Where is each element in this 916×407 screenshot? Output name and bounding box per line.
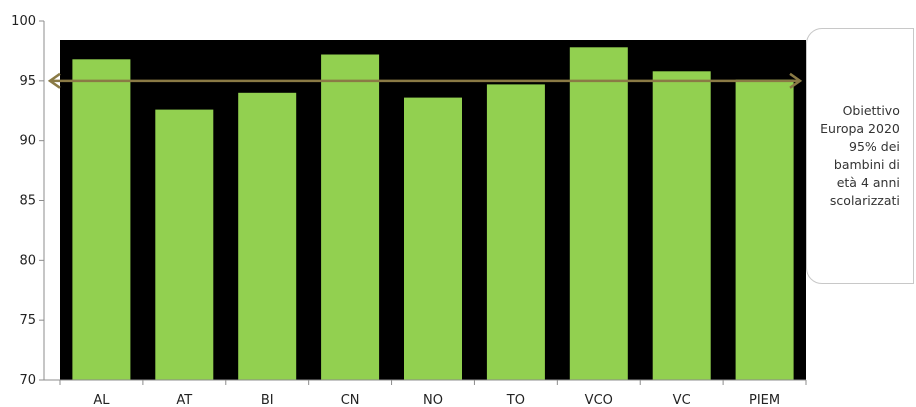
bar-bi (238, 92, 297, 381)
target-annotation-box: Obiettivo Europa 2020 95% dei bambini di… (806, 28, 914, 284)
bar-piem (735, 79, 794, 380)
x-tick-label: CN (341, 393, 360, 407)
target-annotation-text: Obiettivo Europa 2020 95% dei bambini di… (814, 102, 906, 210)
annotation-line: 95% dei (849, 139, 900, 154)
y-tick-label: 90 (19, 134, 36, 149)
x-tick-label: VCO (585, 393, 613, 407)
x-tick-label: NO (423, 393, 443, 407)
y-tick-label: 75 (19, 313, 36, 328)
annotation-line: scolarizzati (829, 193, 900, 208)
bar-vc (652, 71, 711, 381)
y-tick-label: 70 (19, 373, 36, 388)
arrow-right-icon (789, 72, 803, 89)
axes-group: 70 75 80 85 90 95 100 AL AT BI CN NO TO VCO VC PIEM (11, 14, 807, 407)
bar-to (486, 84, 545, 381)
x-tick-label: AT (176, 393, 192, 407)
x-tick-label: TO (506, 393, 525, 407)
bars-group (72, 47, 794, 381)
y-tick-label: 85 (19, 194, 36, 209)
annotation-line: bambini di (833, 157, 900, 172)
arrow-left-icon (47, 72, 61, 89)
bar-al (72, 59, 131, 381)
annotation-line: Obiettivo (842, 103, 900, 118)
annotation-line: Europa 2020 (820, 121, 900, 136)
y-tick-label: 95 (19, 74, 36, 89)
bar-vco (569, 47, 628, 381)
x-tick-label: VC (673, 393, 691, 407)
x-tick-label: BI (261, 393, 274, 407)
x-tick-label: AL (93, 393, 110, 407)
target-line-group (47, 72, 803, 89)
bar-no (404, 97, 462, 380)
y-tick-label: 100 (11, 14, 36, 29)
x-tick-label: PIEM (749, 393, 780, 407)
y-tick-label: 80 (19, 253, 36, 268)
bar-cn (321, 54, 380, 380)
bar-at (155, 109, 214, 380)
annotation-line: età 4 anni (836, 175, 900, 190)
